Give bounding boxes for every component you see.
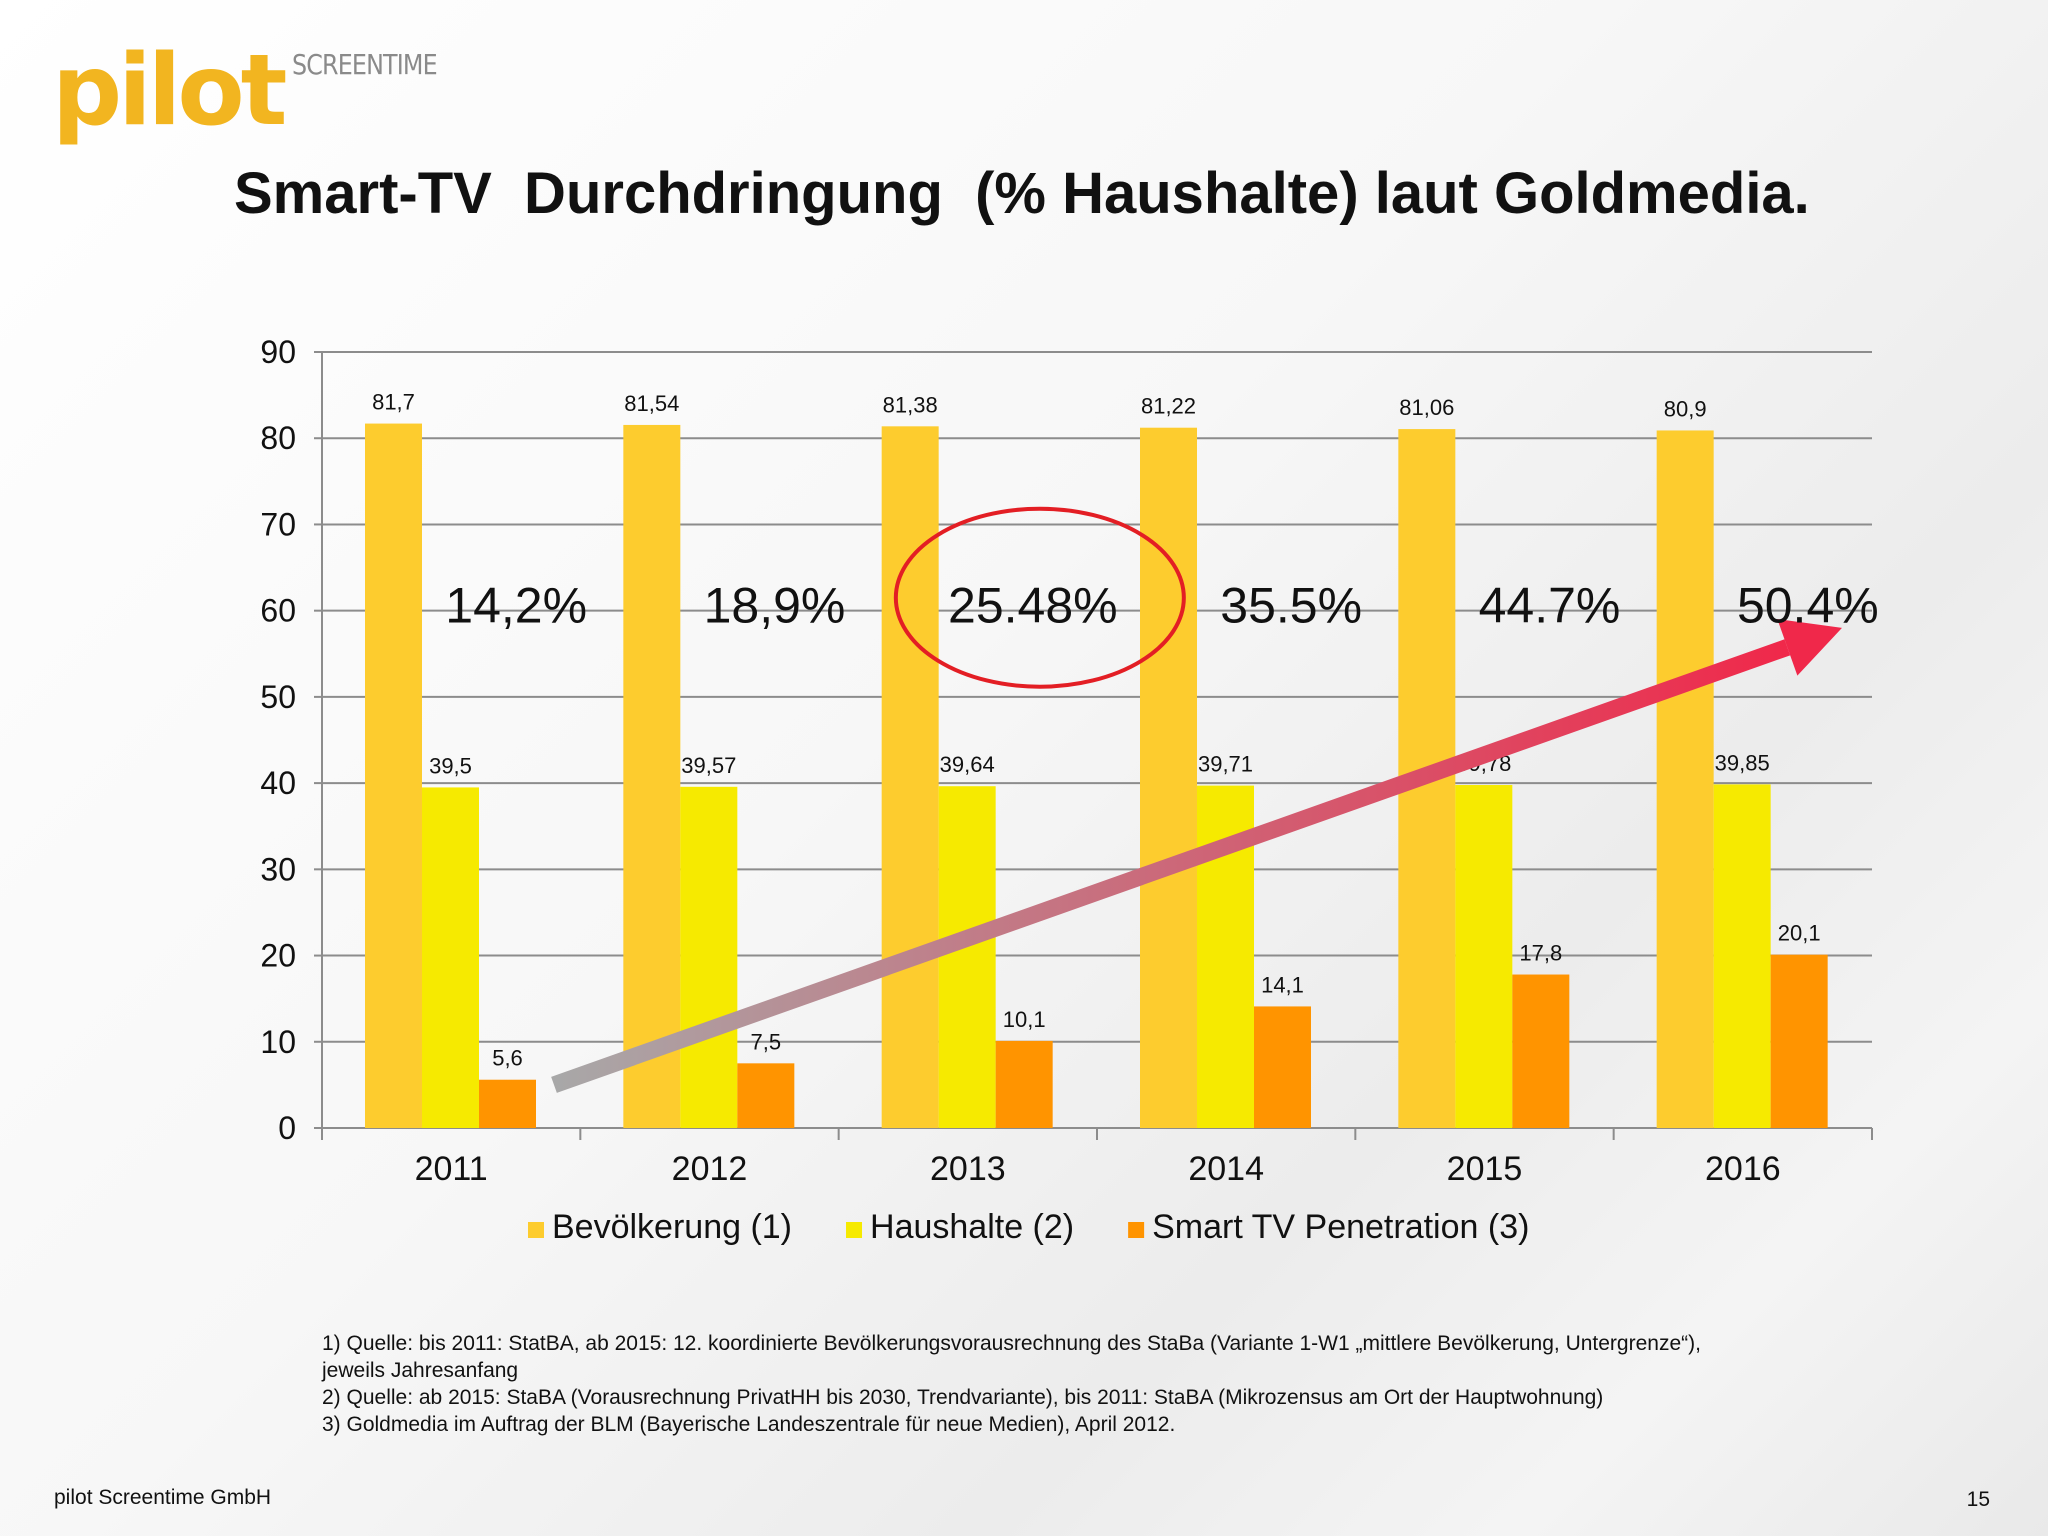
- y-tick-label: 20: [260, 938, 296, 974]
- footer-company: pilot Screentime GmbH: [54, 1486, 272, 1509]
- x-tick-label: 2013: [930, 1150, 1006, 1188]
- footnote-line: 1) Quelle: bis 2011: StatBA, ab 2015: 12…: [322, 1332, 1701, 1355]
- y-tick-label: 10: [260, 1024, 296, 1060]
- bar: [479, 1079, 536, 1128]
- trend-arrow-shaft: [551, 639, 1791, 1093]
- page-number: 15: [1966, 1488, 1990, 1511]
- data-label: 39,57: [681, 753, 736, 778]
- y-tick-label: 50: [260, 679, 296, 715]
- percentage-label: 35.5%: [1220, 578, 1362, 634]
- footnote-line: 3) Goldmedia im Auftrag der BLM (Bayeris…: [322, 1413, 1176, 1436]
- axes: 0 10 20 30 40 50 60 70 80 90 2011 2012 2013 2014 2015 2…: [260, 334, 1873, 1188]
- legend: Bevölkerung (1) Haushalte (2) Smart TV Pen…: [528, 1208, 1529, 1246]
- data-label: 20,1: [1778, 921, 1821, 946]
- legend-label: Haushalte (2): [870, 1208, 1074, 1246]
- x-tick-label: 2014: [1188, 1150, 1264, 1188]
- bar: [1254, 1006, 1311, 1128]
- footnotes: 1) Quelle: bis 2011: StatBA, ab 2015: 12…: [322, 1330, 1902, 1438]
- bar: [1770, 954, 1828, 1128]
- data-label: 7,5: [751, 1029, 782, 1054]
- highlight-circle: [893, 506, 1186, 689]
- data-label: 17,8: [1519, 941, 1562, 966]
- percentage-label: 18,9%: [704, 578, 846, 634]
- y-tick-label: 0: [278, 1110, 296, 1146]
- x-tick-label: 2016: [1705, 1150, 1781, 1188]
- bar: [938, 786, 996, 1128]
- pilot-logo: pilot SCREENTIME: [52, 34, 438, 152]
- percentage-label: 25.48%: [948, 578, 1118, 634]
- bar: [1455, 785, 1513, 1128]
- bar: [680, 786, 738, 1128]
- x-tick-label: 2012: [672, 1150, 748, 1188]
- y-tick-label: 80: [260, 420, 296, 456]
- legend-label: Bevölkerung (1): [552, 1208, 792, 1246]
- footnote-line: jeweils Jahresanfang: [322, 1359, 519, 1382]
- data-label: 39,64: [940, 752, 995, 777]
- data-label: 80,9: [1664, 396, 1707, 421]
- page-title: Smart-TV Durchdringung (% Haushalte) lau…: [234, 161, 1810, 226]
- bars: [365, 423, 1828, 1129]
- y-tick-label: 70: [260, 506, 296, 542]
- logo-wordmark: pilot: [52, 34, 288, 148]
- bar: [881, 426, 939, 1128]
- bar: [422, 787, 479, 1128]
- percentage-label: 14,2%: [445, 578, 587, 634]
- bar: [737, 1063, 795, 1128]
- bar: [1713, 784, 1771, 1128]
- data-label: 39,85: [1715, 750, 1770, 775]
- data-label: 81,7: [372, 390, 415, 415]
- data-label: 10,1: [1003, 1007, 1046, 1032]
- data-label: 81,54: [624, 391, 679, 416]
- y-tick-label: 60: [260, 593, 296, 629]
- data-label: 81,38: [883, 392, 938, 417]
- data-label: 81,22: [1141, 394, 1196, 419]
- data-label: 39,71: [1198, 752, 1253, 777]
- legend-label: Smart TV Penetration (3): [1152, 1208, 1529, 1246]
- bar: [1140, 427, 1197, 1128]
- data-label: 14,1: [1261, 972, 1304, 997]
- bar: [1512, 974, 1570, 1128]
- percentage-label: 44.7%: [1479, 578, 1621, 634]
- bar: [365, 423, 422, 1128]
- x-tick-label: 2015: [1447, 1150, 1523, 1188]
- legend-swatch: [1128, 1222, 1145, 1238]
- y-tick-label: 40: [260, 765, 296, 801]
- data-labels: 81,7 39,5 5,6 81,54 39,57 7,5 81,38 39,64 10,1 81…: [372, 390, 1820, 1071]
- bar: [995, 1040, 1053, 1128]
- annotations: 14,2% 18,9% 25.48% 35.5% 44.7% 50.4%: [445, 506, 1879, 1093]
- percentage-label: 50.4%: [1737, 578, 1879, 634]
- y-tick-label: 30: [260, 851, 296, 887]
- grid-lines: [322, 351, 1872, 1043]
- bar-chart: 0 10 20 30 40 50 60 70 80 90 2011 2012 2013 2014 2015 2…: [260, 334, 1879, 1246]
- x-tick-label: 2011: [415, 1150, 488, 1188]
- trend-arrow-head: [1777, 619, 1842, 676]
- bar: [623, 424, 681, 1129]
- footnote-line: 2) Quelle: ab 2015: StaBA (Vorausrechnun…: [322, 1386, 1604, 1409]
- data-label: 5,6: [492, 1046, 523, 1071]
- legend-swatch: [528, 1222, 544, 1238]
- legend-swatch: [846, 1222, 863, 1238]
- y-tick-label: 90: [260, 334, 296, 370]
- data-label: 39,5: [429, 753, 472, 778]
- bar: [1656, 430, 1714, 1128]
- logo-subtext: SCREENTIME: [292, 48, 438, 81]
- data-label: 81,06: [1399, 395, 1454, 420]
